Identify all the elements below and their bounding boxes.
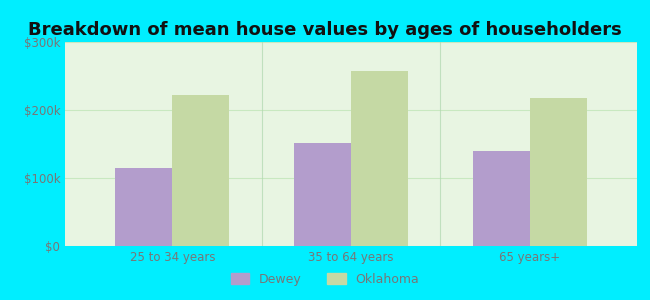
Bar: [473, 151, 530, 246]
Bar: [530, 98, 587, 246]
Bar: [115, 168, 172, 246]
Bar: [172, 95, 229, 246]
Text: Breakdown of mean house values by ages of householders: Breakdown of mean house values by ages o…: [28, 21, 622, 39]
Bar: [294, 142, 351, 246]
Legend: Dewey, Oklahoma: Dewey, Oklahoma: [226, 268, 424, 291]
Bar: [351, 70, 408, 246]
